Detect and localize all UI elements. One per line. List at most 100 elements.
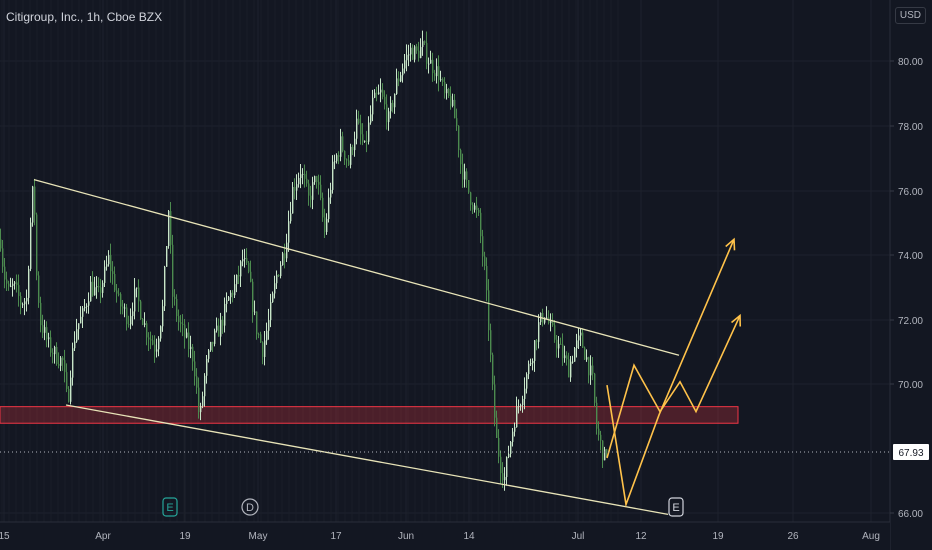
candle-body — [318, 181, 320, 185]
candle-body — [118, 293, 120, 295]
candle-body — [174, 296, 176, 299]
candle-body — [50, 337, 52, 353]
event-marker-d[interactable]: D — [241, 498, 259, 516]
candle-body — [284, 253, 286, 259]
candle-body — [82, 308, 84, 317]
candle-body — [90, 281, 92, 302]
candle-body — [402, 68, 404, 76]
candle-body — [26, 297, 28, 302]
candle-body — [474, 205, 476, 210]
candle-body — [94, 287, 96, 296]
candle-body — [594, 373, 596, 403]
candle-body — [404, 60, 406, 69]
candle-body — [76, 329, 78, 342]
candle-body — [598, 428, 600, 435]
candle-body — [114, 274, 116, 291]
candle-body — [480, 212, 482, 237]
candle-body — [212, 341, 214, 344]
time-tick-label: Aug — [862, 531, 880, 542]
candle-body — [100, 287, 102, 293]
trendline-1[interactable] — [65, 404, 669, 516]
candle-body — [420, 47, 422, 59]
time-axis-background[interactable] — [0, 522, 890, 550]
candle-body — [558, 343, 560, 349]
candle-body — [468, 180, 470, 193]
candle-body — [398, 78, 400, 82]
candle-body — [552, 321, 554, 326]
candle-body — [70, 377, 72, 402]
candle-body — [140, 301, 142, 319]
candle-body — [364, 140, 366, 142]
candle-body — [160, 326, 162, 339]
candle-body — [170, 211, 172, 245]
candle-body — [470, 192, 472, 205]
time-tick-label: 26 — [787, 531, 799, 542]
candle-body — [226, 300, 228, 304]
candle-body — [242, 259, 244, 262]
candle-body — [310, 195, 312, 200]
candle-body — [336, 155, 338, 162]
candle-body — [586, 357, 588, 360]
candle-body — [522, 398, 524, 406]
candle-body — [478, 209, 480, 213]
candle-body — [464, 171, 466, 180]
candle-body — [442, 79, 444, 82]
candle-body — [208, 350, 210, 359]
candle-body — [106, 264, 108, 267]
candle-body — [320, 184, 322, 198]
candle-body — [434, 73, 436, 77]
candle-body — [316, 176, 318, 182]
candle-body — [64, 360, 66, 373]
event-marker-e[interactable]: E — [668, 497, 684, 517]
forecast-path-0[interactable] — [606, 238, 735, 508]
candle-body — [426, 42, 428, 64]
price-axis-background[interactable] — [890, 0, 932, 550]
price-tick-label: 66.00 — [898, 509, 923, 520]
candle-body — [528, 363, 530, 375]
candle-body — [60, 357, 62, 366]
candle-body — [56, 346, 58, 364]
candle-body — [510, 441, 512, 454]
time-tick-label: 15 — [0, 531, 10, 542]
candle-body — [380, 89, 382, 93]
candle-body — [206, 358, 208, 376]
candle-body — [546, 317, 548, 319]
candle-body — [400, 75, 402, 82]
time-tick-label: Apr — [95, 531, 111, 542]
time-tick-label: 12 — [635, 531, 647, 542]
candle-body — [302, 173, 304, 175]
candle-body — [278, 274, 280, 277]
candle-body — [44, 327, 46, 333]
candle-body — [288, 221, 290, 243]
forecast-path-1[interactable] — [606, 315, 741, 459]
candle-body — [38, 275, 40, 303]
candle-body — [574, 348, 576, 362]
candle-body — [388, 111, 390, 123]
candle-body — [312, 182, 314, 200]
candle-body — [124, 307, 126, 309]
candle-body — [568, 359, 570, 378]
candle-body — [128, 324, 130, 326]
candle-body — [116, 290, 118, 294]
candle-body — [578, 335, 580, 341]
candle-body — [258, 334, 260, 336]
candle-body — [150, 339, 152, 341]
currency-button[interactable]: USD — [894, 7, 926, 24]
candle-body — [532, 360, 534, 364]
candle-body — [262, 342, 264, 357]
candle-body — [194, 361, 196, 377]
candle-body — [138, 287, 140, 302]
earnings-marker-box — [162, 497, 178, 517]
candle-body — [330, 189, 332, 198]
support-zone[interactable] — [0, 406, 739, 424]
candle-body — [350, 146, 352, 165]
candle-body — [220, 319, 222, 337]
candle-body — [300, 174, 302, 178]
event-marker-e[interactable]: E — [162, 497, 178, 517]
candle-body — [72, 348, 74, 378]
trendline-0[interactable] — [33, 179, 680, 356]
candle-body — [146, 323, 148, 338]
